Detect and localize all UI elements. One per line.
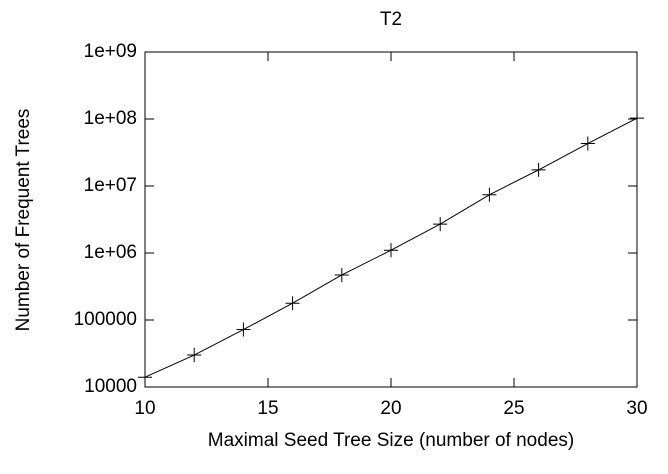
plot-frame (144, 51, 638, 388)
point-marker (482, 187, 497, 202)
y-tick-label: 1e+09 (84, 41, 137, 62)
y-tick-label: 1e+06 (84, 242, 137, 263)
point-marker (531, 162, 546, 177)
y-tick-label: 10000 (84, 376, 137, 397)
y-tick-label: 1e+07 (84, 175, 137, 196)
chart-title: T2 (380, 9, 402, 30)
point-marker (433, 217, 448, 232)
point-marker (384, 243, 398, 258)
x-tick-label: 25 (503, 398, 524, 419)
x-tick-label: 15 (257, 398, 278, 419)
point-marker (187, 348, 202, 363)
point-marker (285, 296, 300, 311)
point-marker (236, 322, 251, 337)
y-tick-label: 100000 (74, 309, 137, 330)
x-tick-label: 10 (134, 398, 155, 419)
x-axis-label: Maximal Seed Tree Size (number of nodes) (208, 430, 574, 451)
y-axis-label: Number of Frequent Trees (13, 109, 34, 332)
point-marker (138, 370, 152, 385)
x-tick-label: 20 (380, 398, 401, 419)
point-marker (580, 136, 595, 151)
point-marker (334, 267, 349, 282)
x-tick-label: 30 (626, 398, 647, 419)
y-tick-label: 1e+08 (84, 108, 137, 129)
point-marker (630, 111, 644, 126)
